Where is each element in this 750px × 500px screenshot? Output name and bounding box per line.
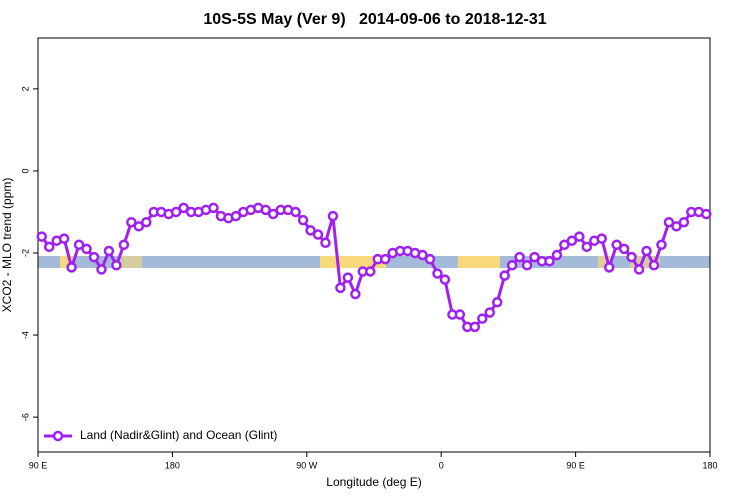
land-strip [120,256,142,268]
data-point [43,241,55,253]
data-point [133,221,145,232]
data-point [305,225,316,236]
data-point [551,249,563,261]
data-point [432,268,443,279]
data-point [514,251,525,263]
data-point [73,239,85,251]
data-point [678,216,690,228]
x-tick-label: 90 E [566,460,585,470]
data-point [663,216,675,228]
data-point [335,282,346,294]
data-point [350,288,361,300]
legend: Land (Nadir&Glint) and Ocean (Glint) [44,428,277,442]
x-tick-label: 90 W [296,460,318,470]
chart-title: 10S-5S May (Ver 9) 2014-09-06 to 2018-12… [203,11,546,28]
y-tick-label: 0 [20,168,30,173]
data-point [671,221,682,232]
data-point [170,206,182,218]
data-point [103,245,115,257]
data-point [581,241,593,253]
data-point [81,243,92,255]
data-point [417,249,428,261]
legend-marker [52,430,64,442]
data-point [618,243,630,255]
data-point [641,245,652,257]
data-point [424,253,436,265]
data-point [297,214,309,226]
data-point [327,210,339,222]
data-point [230,210,242,222]
land-strip [458,256,500,268]
data-point [477,313,488,324]
data-point [499,270,510,281]
data-point [633,264,645,275]
y-tick-label: -2 [20,249,30,257]
data-point [260,204,271,216]
data-point [529,251,540,263]
y-axis-label: XCO2 - MLO trend (ppm) [0,178,14,313]
data-point [118,239,130,251]
data-point [96,264,107,275]
data-point [58,233,70,244]
data-point [648,260,660,271]
x-tick-label: 90 E [29,460,48,470]
data-point [469,321,481,333]
data-point [379,253,391,265]
data-point [521,260,533,271]
x-tick-label: 180 [165,460,180,470]
y-tick-label: -4 [20,331,30,339]
data-point [178,202,189,214]
data-point [491,296,503,308]
x-tick-label: 0 [439,460,444,470]
x-axis-label: Longitude (deg E) [326,475,421,489]
data-point [141,216,152,228]
data-point [342,272,354,283]
data-point [544,255,555,267]
data-point [574,231,585,242]
legend-label: Land (Nadir&Glint) and Ocean (Glint) [80,428,277,442]
data-point [439,274,451,285]
data-point [267,208,279,220]
data-point [88,251,100,263]
data-point [126,216,137,228]
data-point [208,202,219,214]
data-point [36,231,47,242]
data-point [626,251,637,263]
data-point [312,229,324,240]
data-point [454,309,466,320]
data-point [701,208,712,220]
data-point [566,235,578,246]
data-point [603,262,615,273]
data-point [506,260,518,271]
data-point [290,206,301,218]
y-tick-label: 2 [20,86,30,91]
data-point [596,233,607,244]
data-point [365,266,376,277]
data-point [66,262,77,273]
x-tick-label: 180 [702,460,717,470]
y-tick-label: -6 [20,413,30,421]
data-point [484,307,495,318]
data-point [656,239,667,251]
data-point [320,237,331,248]
data-point [559,239,570,251]
plot-frame [37,37,711,453]
data-point [611,239,622,251]
data-point [111,260,122,271]
